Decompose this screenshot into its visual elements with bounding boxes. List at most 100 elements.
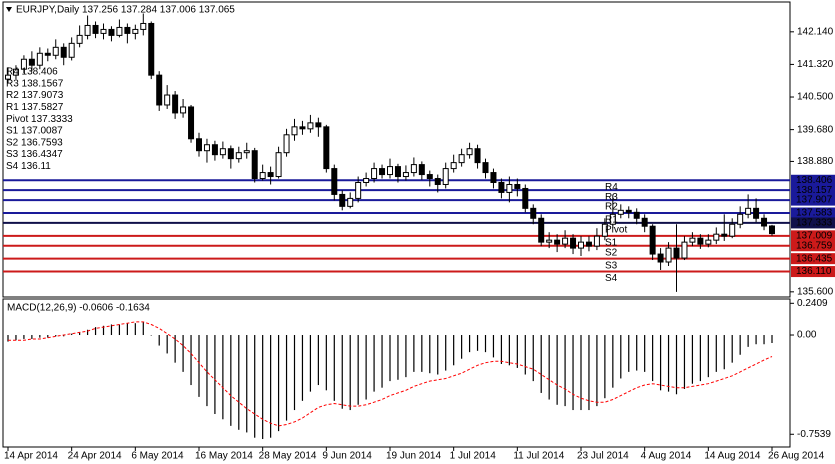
macd-bar [31, 335, 33, 339]
macd-bar [317, 335, 319, 386]
level-name: Pivot [605, 225, 627, 236]
candle-body [235, 152, 242, 160]
x-tick-label: 14 Apr 2014 [4, 451, 58, 462]
macd-bar [134, 323, 136, 336]
candle-body [546, 239, 553, 243]
macd-bar [468, 335, 471, 353]
macd-bar [254, 335, 256, 438]
candle-body [68, 42, 75, 58]
level-axis-box [791, 240, 835, 252]
level-axis-box [791, 207, 835, 219]
macd-bar [206, 335, 208, 407]
candle-body [450, 162, 457, 170]
candle-body [721, 233, 728, 237]
macd-bar [707, 335, 709, 378]
candle-body [641, 217, 648, 227]
macd-bar [556, 335, 558, 405]
level-name: R1 [605, 215, 618, 226]
x-tick-label: 19 Jun 2014 [386, 451, 441, 462]
macd-bar [150, 335, 152, 336]
candle-body [578, 241, 584, 249]
macd-bar [771, 335, 773, 343]
macd-signal-line [8, 321, 773, 427]
candle-body [44, 52, 51, 56]
macd-bar [564, 335, 566, 407]
candle-body [737, 213, 744, 225]
macd-bar [644, 335, 646, 372]
macd-bar [182, 335, 184, 372]
macd-bar [500, 335, 503, 364]
candle-body [673, 247, 680, 259]
macd-bar [397, 335, 399, 380]
candle-body [331, 168, 338, 195]
y-tick-label: -0.7539 [797, 429, 831, 440]
macd-bar [373, 335, 375, 392]
candle-body [267, 172, 274, 178]
candle-body [530, 207, 537, 219]
level-axis-box [791, 217, 835, 229]
candle-body [84, 24, 91, 36]
macd-bar [301, 335, 304, 401]
candle-body [323, 126, 330, 170]
macd-bar [381, 335, 383, 388]
macd-bar [413, 335, 415, 372]
level-axis-label: 136.759 [796, 240, 833, 251]
macd-bar [349, 335, 351, 411]
macd-bar [604, 335, 606, 399]
y-tick-label: 139.680 [797, 124, 834, 135]
macd-bar [23, 335, 25, 339]
macd-bar [262, 335, 264, 440]
x-tick-label: 28 May 2014 [259, 451, 317, 462]
level-axis-label: 138.406 [796, 175, 833, 186]
candle-body [28, 58, 35, 66]
candle-body [689, 237, 696, 243]
level-name: S4 [605, 273, 618, 284]
candle-body [633, 211, 640, 219]
macd-bar [437, 335, 439, 375]
macd-bar [230, 335, 232, 426]
macd-bar [166, 335, 168, 354]
candle-body [538, 217, 545, 243]
x-tick-label: 9 Jun 2014 [322, 451, 372, 462]
candle-body [100, 28, 107, 34]
level-name: R3 [605, 192, 618, 203]
candle-body [681, 241, 688, 259]
macd-bar [652, 335, 654, 382]
candle-body [12, 68, 19, 76]
level-axis-label: 136.435 [796, 253, 833, 264]
macd-bar [596, 335, 598, 407]
candle-body [769, 225, 775, 235]
level-legend: Pivot 137.3333 [6, 114, 73, 125]
macd-bar [683, 335, 686, 389]
candle-body [219, 148, 226, 156]
macd-bar [739, 335, 741, 355]
macd-bar [755, 335, 757, 345]
candle-body [387, 166, 393, 176]
macd-bar [55, 335, 57, 337]
level-legend: R2 137.9073 [6, 90, 64, 101]
candle-body [347, 197, 354, 207]
level-axis-label: 137.907 [796, 195, 833, 206]
macd-bar [715, 335, 717, 372]
candle-body [20, 58, 27, 70]
macd-bar [118, 324, 121, 336]
level-axis-label: 137.333 [796, 218, 833, 229]
macd-bar [636, 335, 638, 371]
candle-body [307, 122, 314, 130]
y-tick-label: 0.00 [797, 330, 817, 341]
macd-bar [461, 335, 463, 359]
macd-bar [110, 324, 113, 336]
x-tick-label: 23 Jul 2014 [577, 451, 629, 462]
level-axis-label: 136.110 [796, 266, 832, 277]
candle-body [601, 223, 608, 237]
candle-body [227, 148, 234, 160]
macd-bar [86, 329, 89, 336]
macd-bar [222, 335, 224, 420]
level-legend: S4 136.11 [6, 161, 51, 172]
macd-bar [691, 335, 694, 384]
macd-bar [71, 333, 73, 336]
candle-body [124, 26, 131, 34]
macd-bar [238, 335, 240, 430]
macd-bar [142, 321, 144, 336]
level-axis-box [791, 194, 835, 206]
